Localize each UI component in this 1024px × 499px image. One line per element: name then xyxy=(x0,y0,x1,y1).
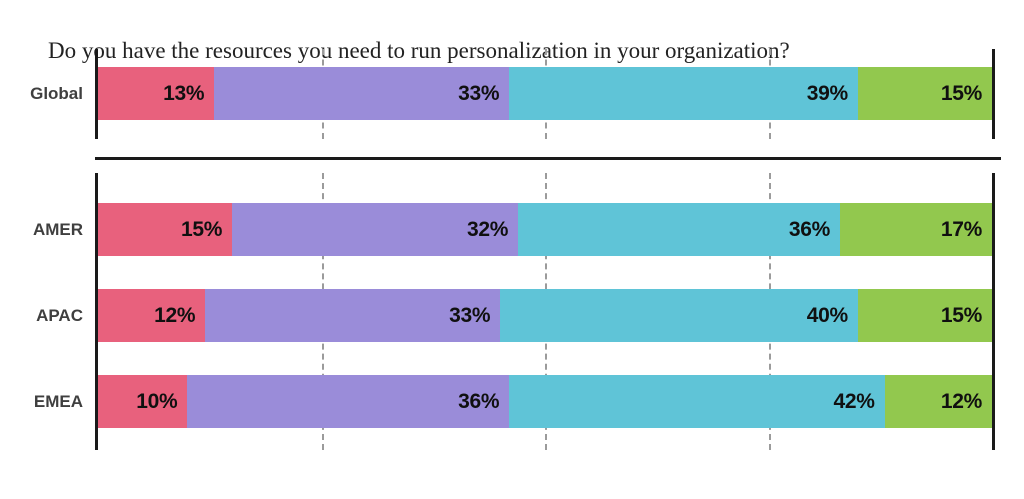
segment-value-label: 15% xyxy=(940,303,982,327)
bar-segment-purple: 36% xyxy=(187,375,510,428)
bar-row-global: Global 13% 33% 39% 15% xyxy=(30,67,992,120)
segment-value-label: 32% xyxy=(467,217,509,241)
segment-value-label: 15% xyxy=(940,81,982,105)
global-chart-section: Global 13% 33% 39% 15% xyxy=(30,49,995,139)
segment-value-label: 40% xyxy=(806,303,848,327)
chart-title: Do you have the resources you need to ru… xyxy=(48,38,790,63)
bar-row-amer: AMER 15% 32% 36% 17% xyxy=(33,203,992,256)
bar-segment-teal: 42% xyxy=(509,375,885,428)
bar-segment-pink: 12% xyxy=(98,289,206,342)
stacked-bar-chart: Global 13% 33% 39% 15% AMER 15% 32% 36% 17% APAC 1… xyxy=(0,49,1024,450)
segment-value-label: 39% xyxy=(806,81,848,105)
segment-value-label: 12% xyxy=(154,303,196,327)
segment-value-label: 12% xyxy=(940,389,982,413)
bar-segment-green: 17% xyxy=(840,203,992,256)
segment-value-label: 36% xyxy=(458,389,500,413)
bar-segment-teal: 40% xyxy=(500,289,858,342)
row-label-global: Global xyxy=(30,83,83,103)
segment-value-label: 10% xyxy=(136,389,178,413)
bar-segment-pink: 15% xyxy=(98,203,233,256)
bar-segment-purple: 32% xyxy=(232,203,519,256)
row-label-emea: EMEA xyxy=(33,391,83,411)
bar-segment-pink: 10% xyxy=(98,375,188,428)
segment-value-label: 33% xyxy=(458,81,500,105)
section-divider-line xyxy=(95,157,1001,160)
segment-value-label: 13% xyxy=(163,81,205,105)
segment-value-label: 42% xyxy=(833,389,875,413)
stacked-bar: 10% 36% 42% 12% xyxy=(98,375,992,428)
stacked-bar: 12% 33% 40% 15% xyxy=(98,289,992,342)
bar-segment-teal: 39% xyxy=(509,67,858,120)
bar-segment-pink: 13% xyxy=(98,67,215,120)
bar-segment-green: 12% xyxy=(884,375,992,428)
segment-value-label: 33% xyxy=(449,303,491,327)
bar-segment-teal: 36% xyxy=(518,203,840,256)
page: { "title": "Do you have the resources yo… xyxy=(0,38,1024,499)
row-label-apac: APAC xyxy=(36,305,83,325)
bar-segment-purple: 33% xyxy=(205,289,501,342)
segment-value-label: 17% xyxy=(940,217,982,241)
bar-segment-green: 15% xyxy=(857,67,992,120)
regional-chart-section: AMER 15% 32% 36% 17% APAC 12% 33% 40% 15% EMEA 10% 3… xyxy=(33,173,995,450)
segment-value-label: 15% xyxy=(180,217,223,241)
bar-row-emea: EMEA 10% 36% 42% 12% xyxy=(34,375,992,428)
stacked-bar: 13% 33% 39% 15% xyxy=(98,67,992,120)
bar-segment-purple: 33% xyxy=(214,67,510,120)
bar-row-apac: APAC 12% 33% 40% 15% xyxy=(36,289,992,342)
row-label-amer: AMER xyxy=(32,219,83,239)
segment-value-label: 36% xyxy=(788,217,830,241)
bar-segment-green: 15% xyxy=(857,289,992,342)
stacked-bar: 15% 32% 36% 17% xyxy=(98,203,992,256)
